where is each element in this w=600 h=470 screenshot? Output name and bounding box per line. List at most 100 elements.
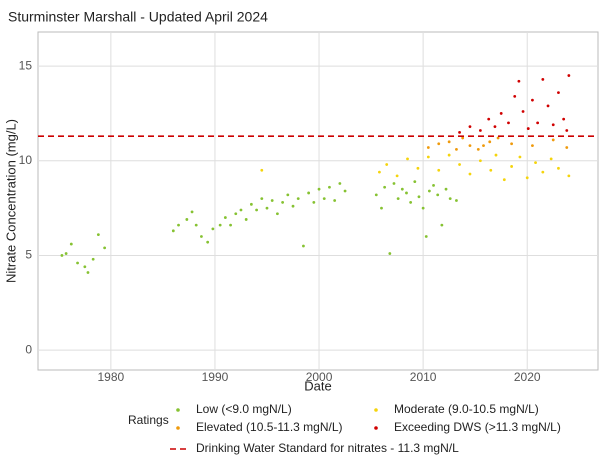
data-point (461, 136, 465, 140)
data-point (424, 235, 428, 238)
data-point (436, 193, 440, 197)
data-point (171, 229, 175, 233)
y-tick-label: 5 (25, 248, 32, 262)
data-point (281, 201, 285, 204)
data-point (395, 174, 399, 178)
data-point (307, 191, 311, 195)
data-point (426, 146, 430, 149)
data-point (488, 140, 492, 144)
data-point (322, 197, 326, 201)
data-point (541, 77, 545, 81)
data-point (478, 129, 482, 132)
data-point (260, 197, 264, 201)
data-point (413, 180, 417, 183)
data-point (489, 168, 493, 172)
data-point (476, 148, 480, 151)
legend-title: Ratings (128, 413, 169, 427)
data-point (549, 157, 553, 161)
data-point (447, 140, 451, 144)
data-point (69, 242, 73, 246)
data-point (383, 185, 387, 189)
data-point (64, 252, 68, 255)
data-point (565, 146, 569, 149)
data-point (546, 104, 550, 108)
data-point (255, 208, 258, 212)
data-point (416, 166, 420, 170)
legend-label: Moderate (9.0-10.5 mgN/L) (394, 402, 539, 416)
x-tick-label: 2000 (306, 370, 333, 384)
data-point (517, 79, 521, 83)
data-point (380, 206, 383, 210)
data-point (468, 172, 472, 176)
data-point (260, 168, 264, 172)
data-point (200, 235, 203, 238)
legend-marker (176, 426, 180, 430)
data-point (531, 144, 534, 148)
legend-marker (374, 426, 378, 430)
data-point (534, 161, 537, 165)
x-tick-label: 1990 (202, 370, 229, 384)
data-point (405, 191, 408, 195)
y-axis-label: Nitrate Concentration (mg/L) (3, 119, 18, 283)
data-point (392, 182, 396, 185)
data-point (448, 197, 452, 201)
legend-label: Elevated (10.5-11.3 mgN/L) (196, 420, 343, 434)
data-point (270, 199, 274, 202)
data-point (513, 94, 517, 98)
data-point (458, 163, 461, 166)
data-point (417, 195, 421, 199)
data-point (206, 240, 210, 244)
chart-title: Sturminster Marshall - Updated April 202… (8, 9, 268, 25)
data-point (291, 204, 295, 208)
data-point (86, 271, 90, 274)
data-point (338, 182, 342, 185)
data-point (437, 168, 441, 172)
data-point (551, 123, 555, 127)
data-point (296, 197, 300, 201)
data-point (536, 121, 540, 125)
data-point (60, 254, 64, 257)
data-point (343, 189, 347, 193)
data-point (541, 170, 545, 174)
data-point (468, 144, 472, 148)
data-point (567, 174, 571, 178)
data-point (406, 157, 409, 161)
legend-label: Exceeding DWS (>11.3 mgN/L) (394, 420, 561, 434)
data-point (374, 193, 378, 197)
data-point (455, 199, 458, 202)
data-point (302, 244, 305, 248)
data-point (83, 265, 87, 269)
data-point (510, 165, 514, 168)
data-point (507, 121, 510, 125)
data-point (96, 233, 100, 237)
data-point (496, 136, 500, 140)
data-point (421, 206, 425, 210)
data-point (249, 202, 253, 206)
data-point (567, 74, 571, 77)
data-point (447, 153, 451, 157)
data-point (177, 223, 180, 227)
data-point (328, 185, 331, 189)
data-point (478, 159, 482, 163)
data-point (565, 129, 569, 132)
data-point (276, 212, 279, 216)
data-point (502, 178, 506, 182)
data-point (494, 153, 498, 157)
data-point (317, 187, 321, 191)
data-point (378, 170, 381, 174)
data-point (239, 208, 243, 212)
y-tick-label: 0 (25, 342, 32, 356)
data-point (234, 212, 238, 216)
data-point (432, 183, 435, 187)
data-point (396, 197, 400, 201)
data-point (91, 257, 95, 261)
data-point (525, 176, 529, 180)
data-point (103, 246, 107, 250)
x-tick-label: 2010 (410, 370, 437, 384)
y-tick-label: 15 (19, 58, 33, 72)
data-point (265, 206, 269, 210)
data-point (400, 187, 404, 191)
data-point (482, 144, 485, 148)
data-point (211, 227, 215, 231)
